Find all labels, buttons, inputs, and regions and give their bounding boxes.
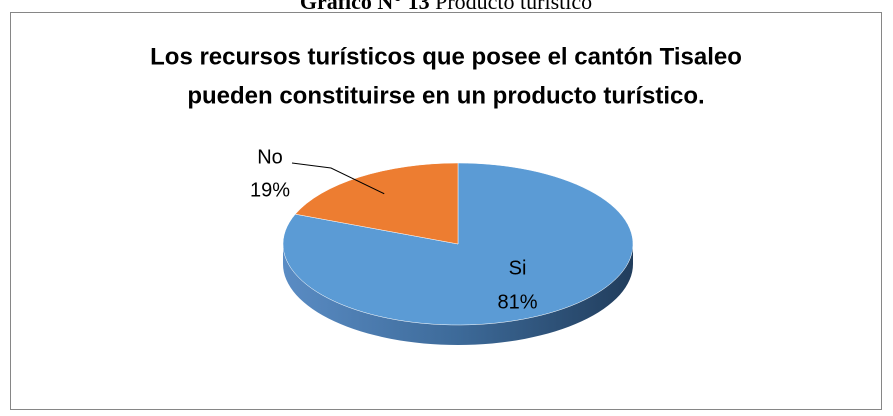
data-label-category: Si bbox=[509, 257, 527, 279]
chart-title: Los recursos turísticos que posee el can… bbox=[150, 43, 742, 70]
chart-title: pueden constituirse en un producto turís… bbox=[187, 82, 704, 109]
data-label-category: No bbox=[257, 146, 283, 168]
data-label: 19% bbox=[250, 179, 290, 201]
caption: Gráfico N° 13 Producto turístico bbox=[300, 0, 592, 14]
leader-line bbox=[291, 162, 385, 195]
data-label: 81% bbox=[497, 291, 537, 313]
caption-label: Gráfico N° 13 bbox=[300, 0, 430, 14]
caption-text: Producto turístico bbox=[435, 0, 592, 14]
pie-slice bbox=[294, 162, 459, 245]
pie-side bbox=[283, 244, 633, 345]
